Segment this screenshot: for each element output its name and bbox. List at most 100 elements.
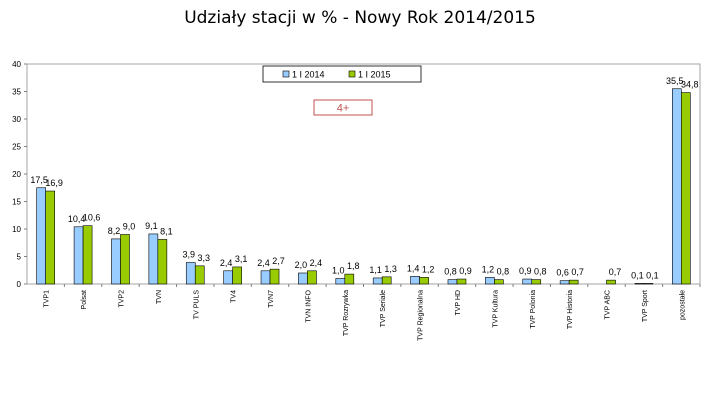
annotation-label: 4+	[337, 103, 350, 115]
category-label: TVP Seriale	[380, 290, 387, 327]
y-tick-label: 35	[12, 88, 21, 97]
category-label: TVP Historia	[567, 290, 574, 329]
data-label: 2,0	[295, 260, 308, 270]
data-label: 0,8	[497, 267, 510, 277]
y-tick-label: 20	[12, 170, 21, 179]
bar-series2	[82, 225, 93, 285]
bar-series1	[522, 278, 533, 285]
category-label: TV4	[231, 290, 238, 303]
annotation-box	[313, 99, 373, 116]
bar-series2	[307, 270, 317, 285]
bar-series1	[634, 283, 645, 285]
y-tick-label: 10	[12, 225, 21, 234]
bar-series2	[606, 279, 616, 285]
bar-series2	[456, 278, 467, 285]
legend-swatch	[348, 70, 356, 78]
data-label: 9,0	[123, 222, 136, 232]
bar-series1	[36, 187, 46, 285]
category-label: Polsat	[81, 290, 88, 310]
y-tick-label: 25	[12, 143, 21, 152]
data-label: 10,6	[83, 213, 101, 223]
data-label: 35,5	[666, 76, 684, 86]
data-label: 10,4	[68, 214, 86, 224]
y-tick-label: 40	[12, 60, 21, 69]
category-label: TVP Regionalna	[418, 290, 425, 341]
data-label: 0,7	[571, 267, 584, 277]
data-label: 9,1	[145, 221, 158, 231]
legend	[262, 65, 422, 83]
bar-series1	[335, 278, 346, 285]
chart-title: Udziały stacji w % - Nowy Rok 2014/2015	[184, 8, 536, 28]
data-label: 34,8	[681, 80, 699, 90]
bar-series1	[672, 88, 682, 285]
data-label: 2,4	[220, 258, 233, 268]
legend-swatch	[282, 70, 290, 78]
bar-series1	[298, 272, 308, 285]
category-label: TVN	[156, 290, 163, 304]
y-tick-label: 0	[17, 280, 22, 289]
legend-entry: 1 I 2015	[358, 70, 391, 80]
bar-series2	[643, 283, 654, 285]
category-label: TVP1	[44, 290, 51, 308]
bar-series2	[381, 276, 392, 285]
data-label: 0,8	[444, 267, 457, 277]
data-label: 1,4	[407, 263, 420, 273]
data-label: 1,3	[384, 264, 397, 274]
bar-series1	[410, 275, 420, 285]
data-label: 3,1	[235, 254, 248, 264]
bar-series2	[494, 279, 504, 285]
data-label: 2,4	[257, 258, 270, 268]
category-label: TVP Polonia	[530, 290, 537, 329]
data-label: 1,2	[482, 264, 495, 274]
data-label: 1,8	[347, 261, 360, 271]
bar-series2	[419, 277, 429, 285]
data-label: 16,9	[45, 178, 63, 188]
data-label: 1,0	[332, 266, 345, 276]
data-label: 0,7	[609, 267, 622, 277]
data-label: 1,1	[369, 265, 382, 275]
category-label: TVP Sport	[642, 290, 649, 322]
category-label: TV PULS	[193, 290, 200, 320]
data-label: 8,1	[160, 226, 173, 236]
legend-entry: 1 I 2014	[292, 70, 325, 80]
bar-series1	[559, 280, 570, 285]
category-label: TVN INFO	[305, 289, 312, 322]
bar-series2	[120, 234, 130, 285]
category-label: TVP2	[118, 290, 125, 308]
bar-series1	[260, 270, 271, 285]
bar-series2	[45, 190, 55, 285]
bar-series2	[531, 279, 542, 285]
data-label: 0,9	[459, 266, 472, 276]
data-label: 0,8	[534, 267, 547, 277]
bar-series2	[157, 239, 168, 285]
bar-series1	[148, 233, 159, 285]
bar-series1	[73, 226, 84, 285]
bar-series2	[194, 265, 205, 285]
data-label: 0,1	[631, 270, 644, 280]
data-label: 0,6	[556, 268, 569, 278]
bar-series1	[485, 277, 495, 285]
data-label: 2,4	[310, 258, 323, 268]
bar-series2	[344, 273, 355, 285]
category-label: pozostałe	[679, 290, 686, 320]
bar-series1	[111, 238, 121, 285]
bar-series2	[269, 268, 280, 285]
data-label: 17,5	[30, 175, 48, 185]
category-label: TVP HD	[455, 290, 462, 316]
y-tick-label: 5	[17, 253, 22, 262]
y-tick-label: 15	[12, 198, 21, 207]
bar-series2	[681, 92, 691, 285]
category-label: TVP Kultura	[492, 290, 499, 328]
bar-series1	[223, 270, 233, 285]
category-label: TVP ABC	[605, 290, 612, 319]
bar-series1	[372, 277, 383, 285]
y-tick-label: 30	[12, 115, 21, 124]
category-label: TVN7	[268, 290, 275, 308]
data-label: 0,1	[646, 270, 659, 280]
bar-series1	[185, 262, 196, 285]
data-label: 3,9	[182, 250, 195, 260]
bar-series2	[232, 266, 242, 285]
data-label: 8,2	[108, 226, 121, 236]
